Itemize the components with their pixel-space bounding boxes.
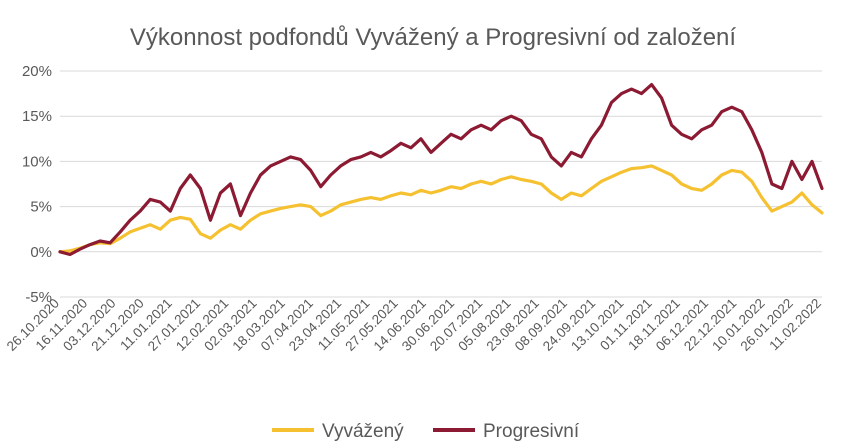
gridlines bbox=[60, 70, 822, 298]
y-tick-label: 0% bbox=[30, 244, 52, 261]
series-line-progresivni bbox=[58, 82, 824, 257]
y-tick-label: -5% bbox=[25, 289, 52, 306]
y-tick-label: 15% bbox=[22, 108, 52, 125]
y-tick-label: 5% bbox=[30, 199, 52, 216]
legend-label-vyvazeny: Vyvážený bbox=[322, 421, 404, 442]
y-tick-label: 20% bbox=[22, 63, 52, 80]
y-tick-label: 10% bbox=[22, 153, 52, 170]
series-line-vyvazeny bbox=[58, 164, 824, 254]
series-lines bbox=[58, 82, 824, 257]
x-axis-ticks: 26.10.202016.11.202003.12.202021.12.2020… bbox=[4, 296, 824, 354]
chart-title: Výkonnost podfondů Vyvážený a Progresivn… bbox=[130, 24, 736, 51]
legend: Vyvážený Progresivní bbox=[272, 421, 580, 442]
legend-label-progresivni: Progresivní bbox=[483, 421, 580, 442]
y-axis-ticks: -5% 0% 5% 10% 15% 20% bbox=[22, 63, 52, 306]
